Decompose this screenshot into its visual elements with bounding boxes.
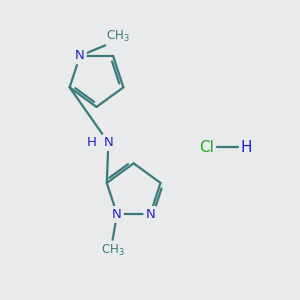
Text: N: N [112,208,122,221]
Text: H: H [241,140,252,154]
Text: N: N [146,208,155,221]
Text: CH$_3$: CH$_3$ [106,29,130,44]
Text: Cl: Cl [199,140,214,154]
Text: N: N [103,136,113,149]
Text: N: N [75,49,85,62]
Text: H: H [87,136,97,149]
Text: CH$_3$: CH$_3$ [101,243,124,258]
